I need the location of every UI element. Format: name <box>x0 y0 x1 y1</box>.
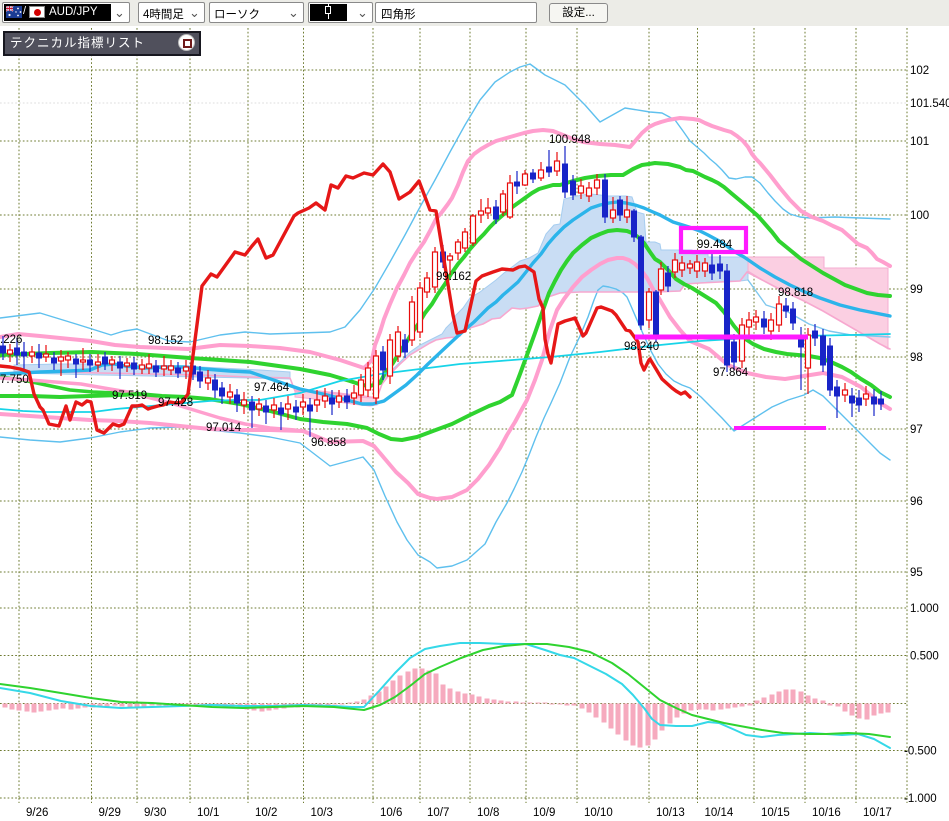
svg-text:98: 98 <box>910 352 923 364</box>
svg-text:97.864: 97.864 <box>713 367 749 379</box>
svg-text:9/26: 9/26 <box>26 807 48 819</box>
svg-text:10/7: 10/7 <box>427 807 449 819</box>
svg-text:97: 97 <box>910 424 923 436</box>
svg-text:99: 99 <box>910 284 923 296</box>
svg-text:10/2: 10/2 <box>255 807 277 819</box>
svg-text:9/30: 9/30 <box>144 807 166 819</box>
svg-text:95: 95 <box>910 567 923 579</box>
svg-text:97.428: 97.428 <box>158 397 193 409</box>
svg-text:-1.000: -1.000 <box>904 793 937 805</box>
svg-text:98.152: 98.152 <box>148 335 183 347</box>
svg-text:96.858: 96.858 <box>311 437 346 449</box>
svg-text:99.162: 99.162 <box>436 271 471 283</box>
svg-text:96: 96 <box>910 496 923 508</box>
svg-text:98.818: 98.818 <box>778 287 813 299</box>
svg-text:100.948: 100.948 <box>549 134 591 146</box>
svg-text:10/15: 10/15 <box>761 807 790 819</box>
svg-text:-0.500: -0.500 <box>904 746 937 758</box>
svg-text:102: 102 <box>910 65 929 77</box>
svg-text:10/10: 10/10 <box>584 807 613 819</box>
svg-text:10/6: 10/6 <box>380 807 402 819</box>
svg-text:10/1: 10/1 <box>197 807 219 819</box>
svg-text:.226: .226 <box>0 334 22 346</box>
svg-text:9/29: 9/29 <box>99 807 121 819</box>
svg-text:99.484: 99.484 <box>697 239 733 251</box>
svg-text:98.240: 98.240 <box>624 341 659 353</box>
svg-text:10/17: 10/17 <box>863 807 892 819</box>
svg-text:7.750: 7.750 <box>0 374 29 386</box>
svg-text:10/13: 10/13 <box>656 807 685 819</box>
svg-text:0.500: 0.500 <box>910 651 939 663</box>
svg-text:97.014: 97.014 <box>206 422 242 434</box>
svg-text:10/14: 10/14 <box>705 807 734 819</box>
svg-text:10/9: 10/9 <box>533 807 555 819</box>
svg-text:100: 100 <box>910 210 929 222</box>
svg-text:97.519: 97.519 <box>112 390 147 402</box>
svg-text:101.540: 101.540 <box>910 98 949 110</box>
svg-text:10/16: 10/16 <box>812 807 841 819</box>
svg-text:97.464: 97.464 <box>254 382 290 394</box>
svg-text:1.000: 1.000 <box>910 603 939 615</box>
svg-text:10/8: 10/8 <box>477 807 499 819</box>
svg-text:101: 101 <box>910 136 929 148</box>
svg-text:10/3: 10/3 <box>311 807 333 819</box>
